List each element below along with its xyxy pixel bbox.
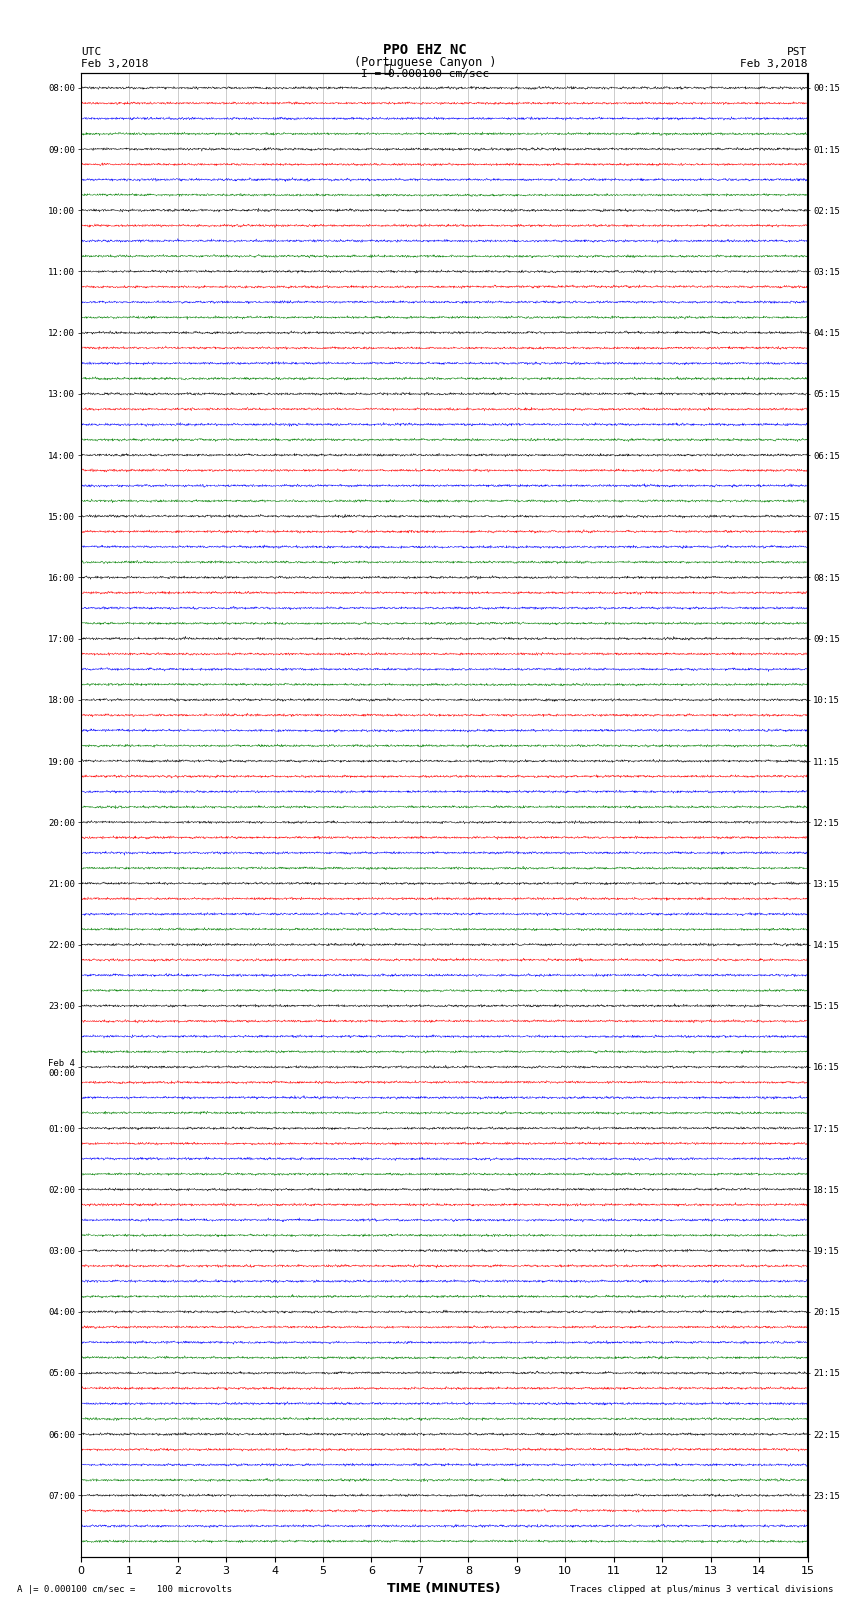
X-axis label: TIME (MINUTES): TIME (MINUTES) [388, 1582, 501, 1595]
Text: ⏐: ⏐ [383, 63, 390, 76]
Text: Feb 3,2018: Feb 3,2018 [740, 58, 808, 69]
Text: PST: PST [787, 47, 808, 58]
Text: Traces clipped at plus/minus 3 vertical divisions: Traces clipped at plus/minus 3 vertical … [570, 1584, 833, 1594]
Text: Feb 3,2018: Feb 3,2018 [81, 58, 148, 69]
Text: UTC: UTC [81, 47, 101, 58]
Text: A |= 0.000100 cm/sec =    100 microvolts: A |= 0.000100 cm/sec = 100 microvolts [17, 1584, 232, 1594]
Text: I = 0.000100 cm/sec: I = 0.000100 cm/sec [361, 69, 489, 79]
Text: (Portuguese Canyon ): (Portuguese Canyon ) [354, 55, 496, 69]
Text: PPO EHZ NC: PPO EHZ NC [383, 44, 467, 58]
